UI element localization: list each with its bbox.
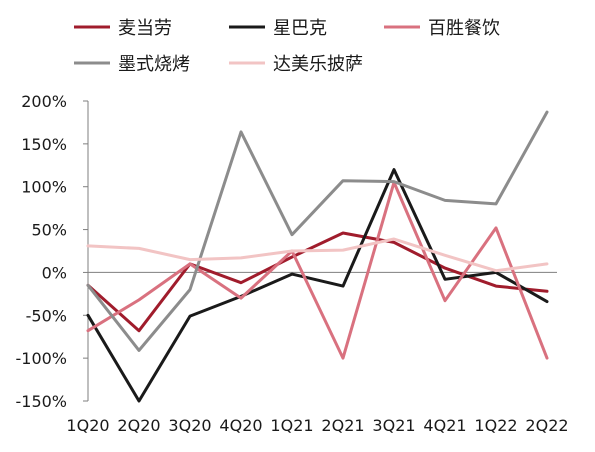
series-lines xyxy=(86,110,549,403)
legend-label: 达美乐披萨 xyxy=(273,54,363,75)
x-tick-label: 1Q22 xyxy=(474,416,517,435)
x-tick-label: 3Q20 xyxy=(168,416,211,435)
y-tick-label: -150% xyxy=(15,392,67,411)
x-tick-label: 3Q21 xyxy=(372,416,415,435)
y-tick-label: -50% xyxy=(26,306,67,325)
axes: -150% -100% -50% 0% 50% 100% 150% 200% 1Q20 2Q20 3… xyxy=(15,92,568,435)
y-tick-label: 50% xyxy=(31,221,67,240)
y-tick-label: -100% xyxy=(15,349,67,368)
x-tick-label: 4Q20 xyxy=(219,416,262,435)
x-tick-label: 2Q22 xyxy=(525,416,568,435)
x-tick-label: 1Q21 xyxy=(270,416,313,435)
x-tick-label: 4Q21 xyxy=(423,416,466,435)
legend-label: 麦当劳 xyxy=(118,18,172,39)
x-tick-label: 2Q21 xyxy=(321,416,364,435)
legend-label: 百胜餐饮 xyxy=(428,18,500,39)
y-tick-label: 100% xyxy=(21,178,67,197)
series-line-0 xyxy=(86,231,549,333)
legend-label: 墨式烧烤 xyxy=(118,54,190,75)
series-line-3 xyxy=(86,110,549,352)
series-line-1 xyxy=(86,168,549,403)
y-tick-label: 0% xyxy=(42,263,67,282)
legend-label: 星巴克 xyxy=(273,18,327,39)
x-tick-label: 1Q20 xyxy=(66,416,109,435)
series-line-4 xyxy=(86,237,549,273)
y-tick-label: 200% xyxy=(21,92,67,111)
x-tick-label: 2Q20 xyxy=(117,416,160,435)
y-tick-label: 150% xyxy=(21,135,67,154)
